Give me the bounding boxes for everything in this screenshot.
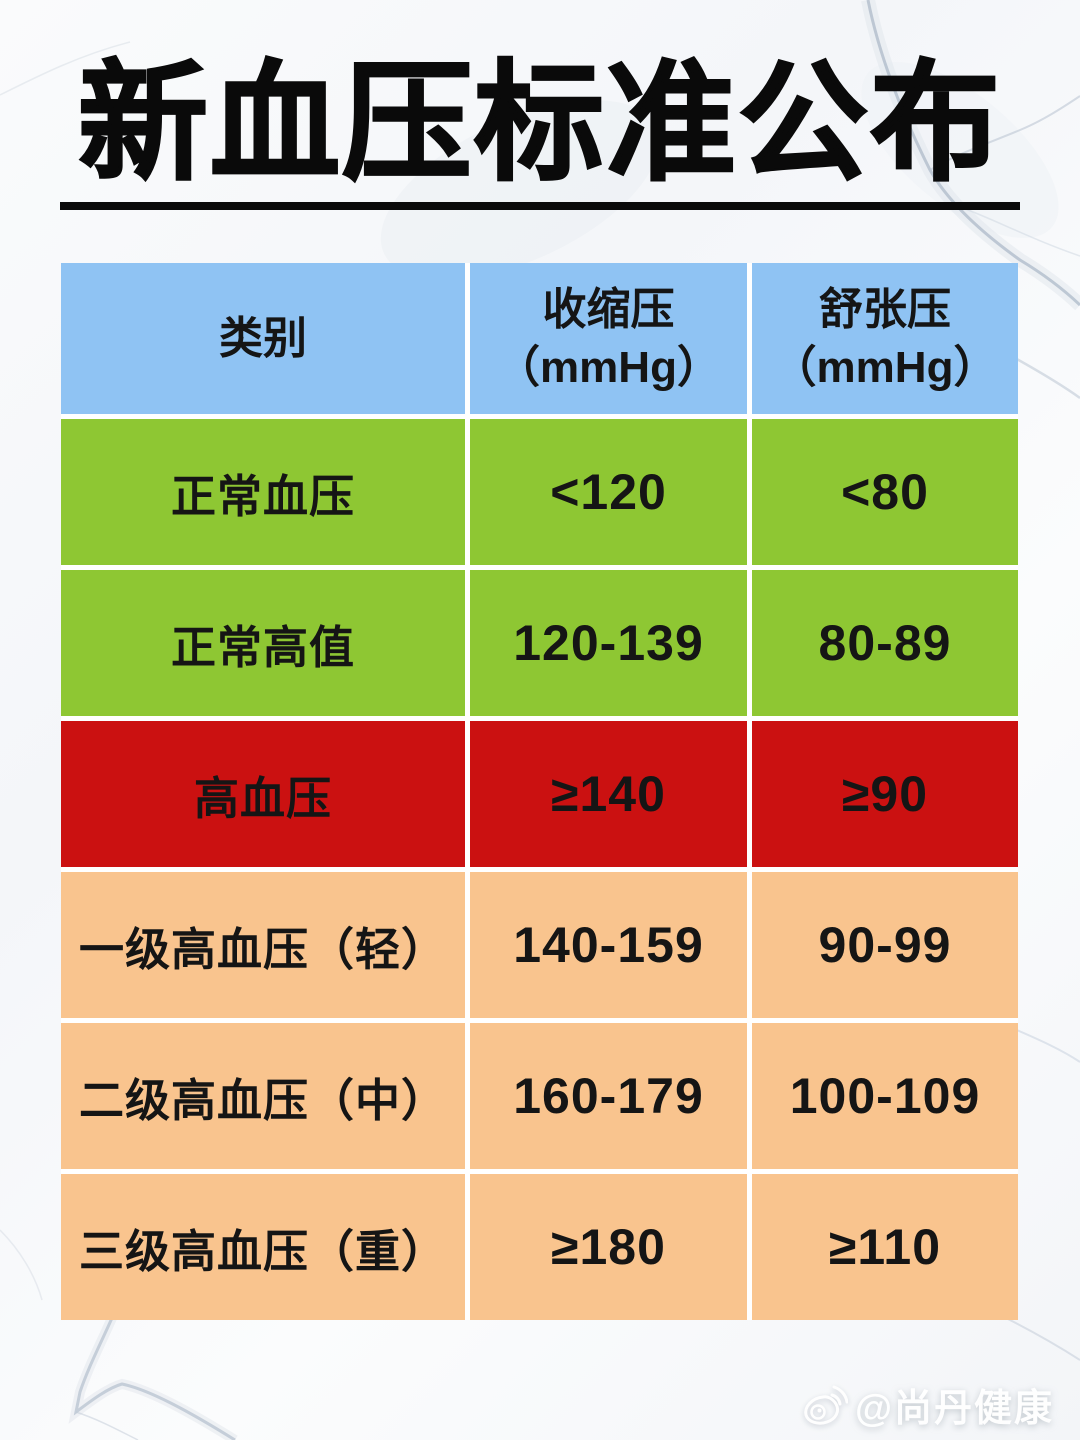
row-diastolic: 90-99 xyxy=(752,872,1018,1018)
header-systolic: 收缩压 （mmHg） xyxy=(470,263,747,414)
header-diastolic: 舒张压 （mmHg） xyxy=(752,263,1018,414)
row-category: 正常高值 xyxy=(61,570,465,716)
row-category: 高血压 xyxy=(61,721,465,867)
row-diastolic: 80-89 xyxy=(752,570,1018,716)
header-category: 类别 xyxy=(61,263,465,414)
header-unit: （mmHg） xyxy=(772,342,998,392)
row-diastolic: ≥90 xyxy=(752,721,1018,867)
watermark: @尚丹健康 xyxy=(802,1377,1054,1432)
weibo-icon xyxy=(804,1385,848,1425)
row-systolic: 140-159 xyxy=(470,872,747,1018)
row-systolic: 120-139 xyxy=(470,570,747,716)
row-systolic: <120 xyxy=(470,419,747,565)
header-label: 类别 xyxy=(219,313,307,363)
row-category: 二级高血压（中） xyxy=(61,1023,465,1169)
row-systolic: ≥140 xyxy=(470,721,747,867)
row-category: 正常血压 xyxy=(61,419,465,565)
header-unit: （mmHg） xyxy=(496,342,721,392)
row-category: 一级高血压（轻） xyxy=(61,872,465,1018)
blood-pressure-table: 类别 收缩压 （mmHg） 舒张压 （mmHg） 正常血压 <120 <80 正… xyxy=(61,263,1018,1320)
row-systolic: 160-179 xyxy=(470,1023,747,1169)
row-diastolic: ≥110 xyxy=(752,1174,1018,1320)
row-diastolic: 100-109 xyxy=(752,1023,1018,1169)
header-label: 舒张压 xyxy=(819,285,951,335)
watermark-text: @尚丹健康 xyxy=(854,1388,1054,1430)
header-label: 收缩压 xyxy=(542,285,675,335)
title-underline xyxy=(60,202,1020,210)
row-systolic: ≥180 xyxy=(470,1174,747,1320)
row-diastolic: <80 xyxy=(752,419,1018,565)
row-category: 三级高血压（重） xyxy=(61,1174,465,1320)
page-title: 新血压标准公布 xyxy=(77,49,1002,197)
